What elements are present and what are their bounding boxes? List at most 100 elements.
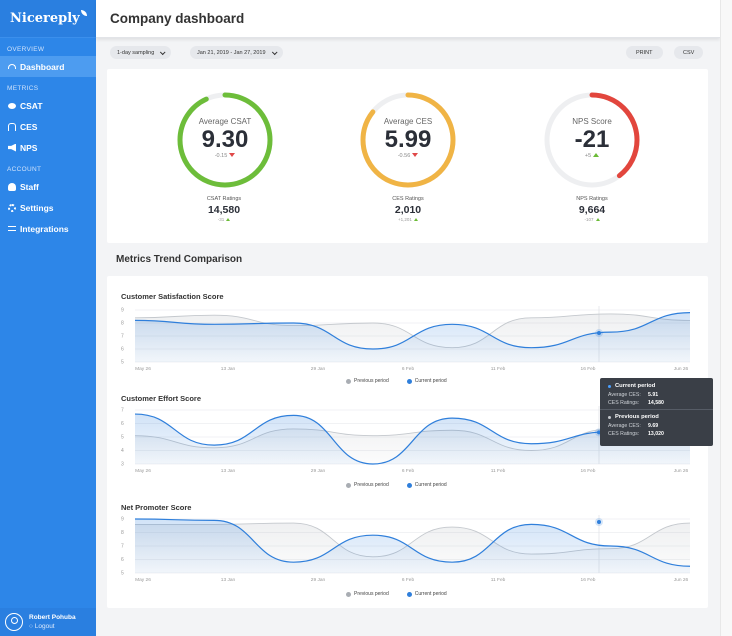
trend-up-icon — [595, 218, 600, 221]
y-tick-label: 5 — [121, 571, 124, 577]
tooltip-previous-heading: Previous period — [608, 414, 705, 420]
trend-down-icon — [412, 153, 419, 157]
dashboard-icon — [8, 64, 16, 69]
sidebar-section-overview: OVERVIEW — [7, 46, 45, 53]
ratings-delta: -31 — [174, 217, 274, 222]
tooltip-key: CES Ratings: — [608, 400, 640, 406]
sidebar-item-integrations[interactable]: Integrations — [0, 218, 96, 239]
ratings-value: 14,580 — [207, 204, 241, 216]
legend-dot-current — [406, 378, 412, 384]
legend-dot-current — [406, 482, 412, 488]
tooltip-key: CES Ratings: — [608, 431, 640, 437]
scrollbar[interactable] — [720, 0, 732, 636]
legend-current-label: Current period — [414, 378, 447, 384]
kpi-delta: -0.56 — [358, 153, 458, 159]
legend-previous-label: Previous period — [354, 591, 389, 597]
tooltip-key: Average CES: — [608, 423, 641, 429]
ratings-label: CES Ratings — [392, 196, 424, 202]
y-tick-label: 7 — [121, 408, 124, 414]
sampling-select[interactable]: 1-day sampling — [110, 46, 172, 59]
kpi-delta: -0.15 — [175, 153, 275, 159]
tooltip-current-title: Current period — [615, 383, 656, 389]
user-profile[interactable]: Robert Pohuba ○ Logout — [0, 608, 96, 636]
x-tick-label: 13 Jan — [221, 577, 236, 583]
current-period-area — [135, 414, 690, 464]
legend-nps: Previous period Current period — [346, 591, 447, 597]
x-tick-label: May 26 — [135, 366, 151, 372]
trend-up-icon — [413, 218, 418, 221]
x-tick-label: 11 Feb — [491, 468, 506, 474]
page-title: Company dashboard — [110, 11, 245, 26]
megaphone-icon — [8, 143, 16, 152]
x-tick-label: 16 Feb — [581, 577, 596, 583]
ces-gauge: Average CES 5.99 -0.56 — [358, 90, 458, 190]
ces-gauge-ring — [360, 92, 456, 188]
ratings-delta-value: -107 — [584, 217, 594, 222]
legend-dot-previous — [346, 591, 351, 597]
logout-link[interactable]: ○ Logout — [29, 623, 55, 630]
sidebar-item-csat[interactable]: CSAT — [0, 95, 96, 116]
current-period-line — [134, 518, 691, 567]
legend-csat: Previous period Current period — [346, 378, 447, 384]
trend-up-icon — [593, 153, 600, 157]
x-tick-label: Jun 26 — [674, 366, 689, 372]
tooltip-dot-previous — [608, 415, 611, 419]
sampling-value: 1-day sampling — [117, 49, 155, 56]
csat-gauge: Average CSAT 9.30 -0.15 — [175, 90, 275, 190]
sidebar-item-settings[interactable]: Settings — [0, 197, 96, 218]
hover-point — [597, 520, 601, 524]
tooltip-row: CES Ratings: 14,580 — [608, 400, 705, 406]
y-tick-label: 6 — [121, 557, 124, 563]
x-tick-label: 11 Feb — [491, 577, 506, 583]
kpi-delta: +5 — [542, 153, 642, 159]
ratings-value: 9,664 — [578, 204, 606, 216]
current-period-line — [134, 312, 691, 350]
avatar[interactable] — [5, 613, 23, 631]
print-button[interactable]: PRINT — [626, 46, 663, 59]
y-tick-label: 3 — [121, 462, 124, 468]
trend-down-icon — [229, 153, 236, 157]
x-tick-label: May 26 — [135, 577, 151, 583]
x-tick-label: 16 Feb — [581, 468, 596, 474]
sidebar-item-label: Staff — [20, 181, 39, 192]
sidebar-item-nps[interactable]: NPS — [0, 137, 96, 158]
kpi-title: NPS Score — [572, 117, 612, 126]
kpi-value: -21 — [574, 126, 610, 153]
kpi-title: Average CSAT — [198, 117, 252, 126]
ratings-delta-value: -31 — [217, 217, 225, 222]
tooltip-row: Average CES: 9.69 — [608, 423, 705, 429]
x-tick-label: 13 Jan — [221, 468, 236, 474]
brand-logo[interactable]: Nicereply — [0, 0, 96, 38]
sidebar-item-label: Settings — [20, 202, 54, 213]
y-tick-label: 8 — [121, 530, 124, 536]
ratings-delta: +1,201 — [358, 217, 458, 222]
kpi-delta-value: -0.56 — [397, 153, 411, 159]
sidebar-item-dashboard[interactable]: Dashboard — [0, 56, 96, 77]
sidebar-item-staff[interactable]: Staff — [0, 176, 96, 197]
tooltip-value: 9.69 — [648, 423, 659, 429]
y-tick-label: 4 — [121, 448, 124, 454]
x-tick-label: 29 Jan — [311, 577, 326, 583]
x-tick-label: 6 Feb — [402, 577, 415, 583]
x-tick-label: 29 Jan — [311, 468, 326, 474]
sidebar: Nicereply OVERVIEW Dashboard METRICS CSA… — [0, 0, 96, 636]
chat-bubble-icon — [8, 102, 16, 109]
ratings-value: 2,010 — [394, 204, 422, 216]
gear-icon — [8, 203, 16, 212]
y-tick-label: 5 — [121, 435, 124, 441]
nps-gauge: NPS Score -21 +5 — [542, 90, 642, 190]
legend-current-label: Current period — [414, 482, 447, 488]
x-tick-label: Jun 26 — [674, 468, 689, 474]
nps-gauge-arc — [544, 92, 640, 188]
leaf-icon — [80, 9, 87, 16]
date-range-select[interactable]: Jan 21, 2019 - Jan 27, 2019 — [190, 46, 283, 59]
csv-button[interactable]: CSV — [674, 46, 704, 59]
ces-icon — [8, 122, 16, 131]
integrations-icon — [8, 226, 16, 231]
x-tick-label: 29 Jan — [311, 366, 326, 372]
chart-title-csat: Customer Satisfaction Score — [121, 292, 224, 301]
kpi-value: 5.99 — [384, 126, 432, 153]
csat-gauge-ring — [177, 92, 273, 188]
sidebar-item-ces[interactable]: CES — [0, 116, 96, 137]
